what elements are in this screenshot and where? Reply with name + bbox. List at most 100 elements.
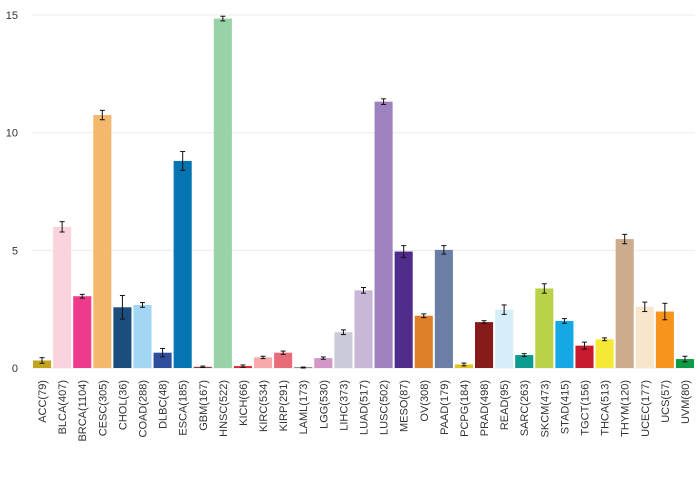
bar-luad [354,290,373,368]
bar-lgg [314,358,333,368]
error-bar-uvm [682,355,688,363]
error-bar-ucs [662,302,668,321]
bar-hnsc [213,18,232,369]
x-tick-label: MESO(87) [399,380,411,432]
error-bar-lgg [320,356,326,360]
x-tick-label: LUSC(502) [379,380,391,435]
error-bar-skcm [541,283,547,294]
bar-ov [414,315,433,368]
bar-prad [475,322,494,368]
y-tick-label: 0 [12,363,18,375]
bar-uvm [675,359,694,368]
bar-coad [133,304,152,368]
error-bar-luad [361,287,366,294]
bar-acc [33,360,52,368]
y-axis: 0 5 10 15 [6,10,18,375]
error-bar-ov [421,313,427,319]
error-bar-meso [401,245,407,258]
bar-cesc [93,115,112,368]
error-bar-chol [119,295,125,320]
y-tick-label: 10 [6,128,18,140]
error-bar-blca [59,221,65,233]
x-tick-label: CHOL(36) [117,380,129,430]
error-bar-kirp [280,350,286,355]
bar-ucs [655,311,674,368]
x-tick-label: TGCT(156) [580,380,592,436]
error-bar-thca [602,337,608,342]
error-bar-prad [481,320,487,325]
error-bar-laml [300,366,306,369]
x-tick-label: LGG(530) [318,380,330,429]
x-tick-label: ACC(79) [37,380,49,423]
x-tick-label: READ(95) [499,380,511,430]
error-bar-paad [441,245,447,255]
bars [33,18,694,369]
error-bars [39,15,688,369]
x-tick-label: BLCA(407) [57,380,69,434]
x-tick-label: UVM(80) [680,380,692,424]
x-tick-label: THCA(513) [600,380,612,436]
error-bar-brca [79,293,85,299]
bar-kirc [254,357,273,368]
error-bar-coad [140,302,145,308]
error-bar-dlbc [160,347,166,358]
y-tick-label: 15 [6,10,18,22]
x-tick-label: DLBC(48) [158,380,170,429]
bar-ucec [635,306,654,368]
x-tick-label: KIRP(291) [278,380,290,431]
x-tick-label: CESC(305) [97,380,109,436]
error-bar-hnsc [220,15,226,22]
bar-paad [434,249,453,368]
error-bar-kich [240,364,246,368]
bar-read [495,309,514,368]
x-tick-label: GBM(167) [198,380,210,431]
x-tick-label: UCEC(177) [640,380,652,437]
error-bar-kirc [260,355,266,360]
x-tick-label: HNSC(522) [218,380,230,437]
bar-blca [53,226,72,368]
error-bar-lihc [340,329,346,336]
error-bar-lusc [381,98,387,105]
bar-brca [73,296,92,368]
bar-tgct [575,345,594,368]
x-tick-label: COAD(288) [138,380,150,437]
x-tick-label: SARC(263) [519,380,531,436]
x-tick-label: THYM(120) [620,380,632,437]
bar-sarc [515,355,534,368]
error-bar-gbm [200,365,206,369]
x-tick-label: BRCA(1104) [77,380,89,442]
error-bar-thym [622,233,628,245]
x-tick-label: SKCM(473) [539,380,551,437]
bar-dlbc [153,352,172,368]
bar-esca [173,160,192,368]
x-tick-label: PAAD(179) [439,380,451,435]
error-bar-read [501,304,507,315]
error-bar-sarc [521,353,527,357]
bar-thca [595,339,614,368]
x-tick-label: ESCA(185) [178,380,190,436]
x-tick-label: KICH(66) [238,380,250,426]
y-tick-label: 5 [12,245,18,257]
bar-kirp [274,352,293,368]
x-tick-label: LAML(173) [298,380,310,434]
error-bar-ucec [642,301,648,313]
error-bar-cesc [99,109,105,121]
x-tick-label: KIRC(534) [258,380,270,432]
error-bar-stad [561,318,567,324]
x-tick-label: PRAD(498) [479,380,491,436]
x-tick-label: UCS(57) [660,380,672,423]
error-bar-esca [180,151,186,171]
error-bar-tgct [582,341,587,350]
x-tick-label: OV(308) [419,380,431,422]
bar-thym [615,239,634,368]
error-bar-acc [39,357,45,364]
bar-meso [394,251,413,368]
x-tick-label: LUAD(517) [359,380,371,435]
x-tick-label: PCPG(184) [459,380,471,437]
bar-chol [113,307,132,368]
x-axis: ACC(79) BLCA(407) BRCA(1104) CESC(305) CHOL(… [37,380,692,442]
x-tick-label: LIHC(373) [338,380,350,431]
bar-lihc [334,332,353,368]
x-tick-label: STAD(415) [559,380,571,434]
